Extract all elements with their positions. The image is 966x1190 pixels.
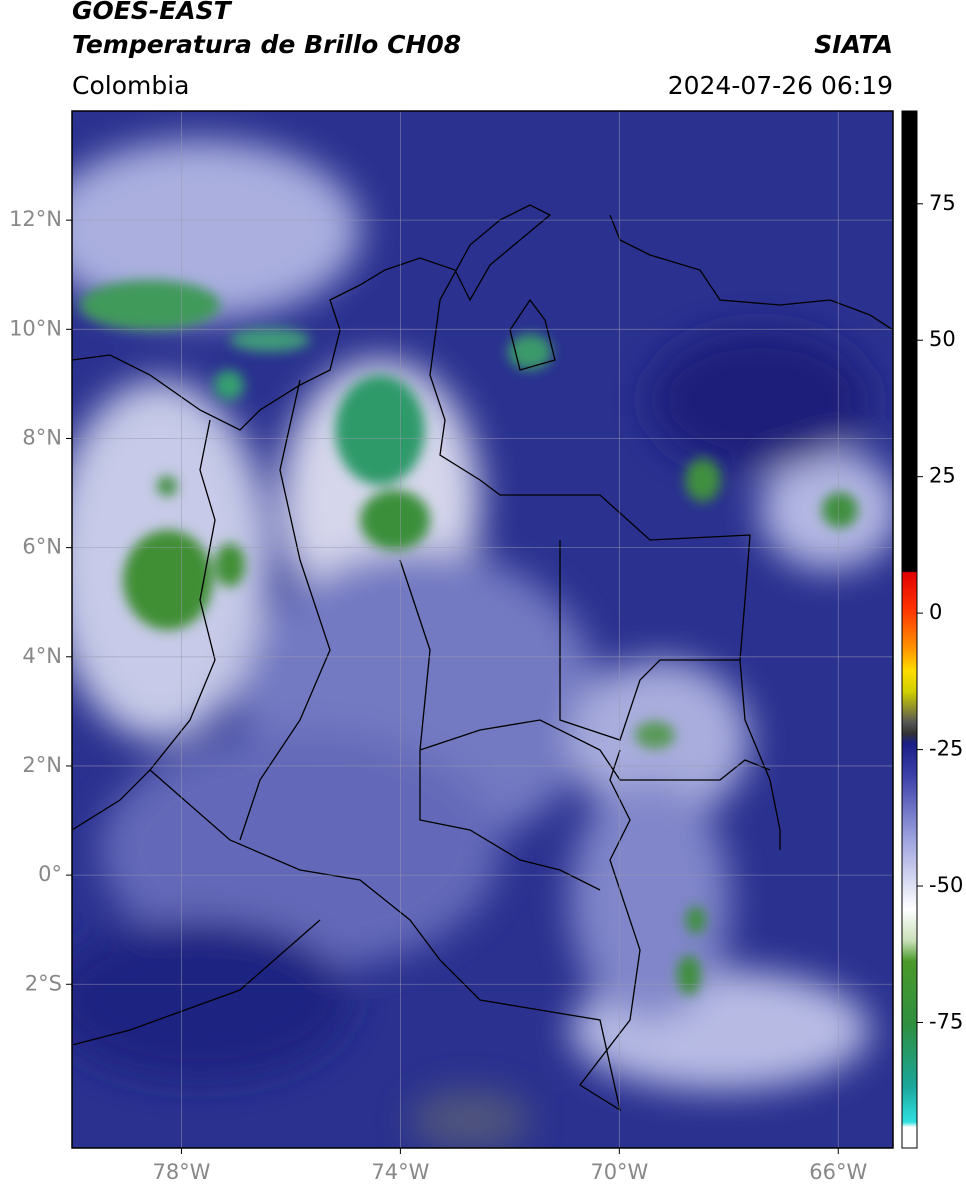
colorbar-tick-label: -25 bbox=[929, 737, 963, 761]
colorbar-tick-label: 75 bbox=[929, 191, 956, 215]
y-tick-label: 8°N bbox=[22, 425, 62, 449]
colorbar-tick-label: -75 bbox=[929, 1009, 963, 1033]
x-tick-label: 74°W bbox=[371, 1160, 429, 1184]
x-tick-label: 78°W bbox=[152, 1160, 210, 1184]
satellite-image bbox=[72, 111, 893, 1148]
y-tick-label: 12°N bbox=[9, 207, 62, 231]
y-tick-label: 10°N bbox=[9, 316, 62, 340]
colorbar-tick-label: 50 bbox=[929, 327, 956, 351]
satellite-title: GOES-EAST bbox=[72, 0, 233, 25]
x-tick-label: 66°W bbox=[809, 1160, 867, 1184]
y-tick-label: 6°N bbox=[22, 535, 62, 559]
colorbar-tick-label: 25 bbox=[929, 464, 956, 488]
agency: SIATA bbox=[814, 30, 893, 59]
y-tick-label: 2°N bbox=[22, 753, 62, 777]
x-tick-label: 70°W bbox=[590, 1160, 648, 1184]
colorbar-tick-label: -50 bbox=[929, 873, 963, 897]
y-tick-label: 0° bbox=[38, 862, 62, 886]
map-frame bbox=[71, 110, 894, 1149]
y-tick-label: 2°S bbox=[25, 971, 62, 995]
region: Colombia bbox=[72, 71, 189, 100]
colorbar bbox=[901, 110, 918, 1149]
datetime: 2024-07-26 06:19 bbox=[668, 71, 893, 100]
product-title: Temperatura de Brillo CH08 bbox=[72, 30, 461, 59]
colorbar-tick-label: 0 bbox=[929, 600, 942, 624]
y-tick-label: 4°N bbox=[22, 644, 62, 668]
